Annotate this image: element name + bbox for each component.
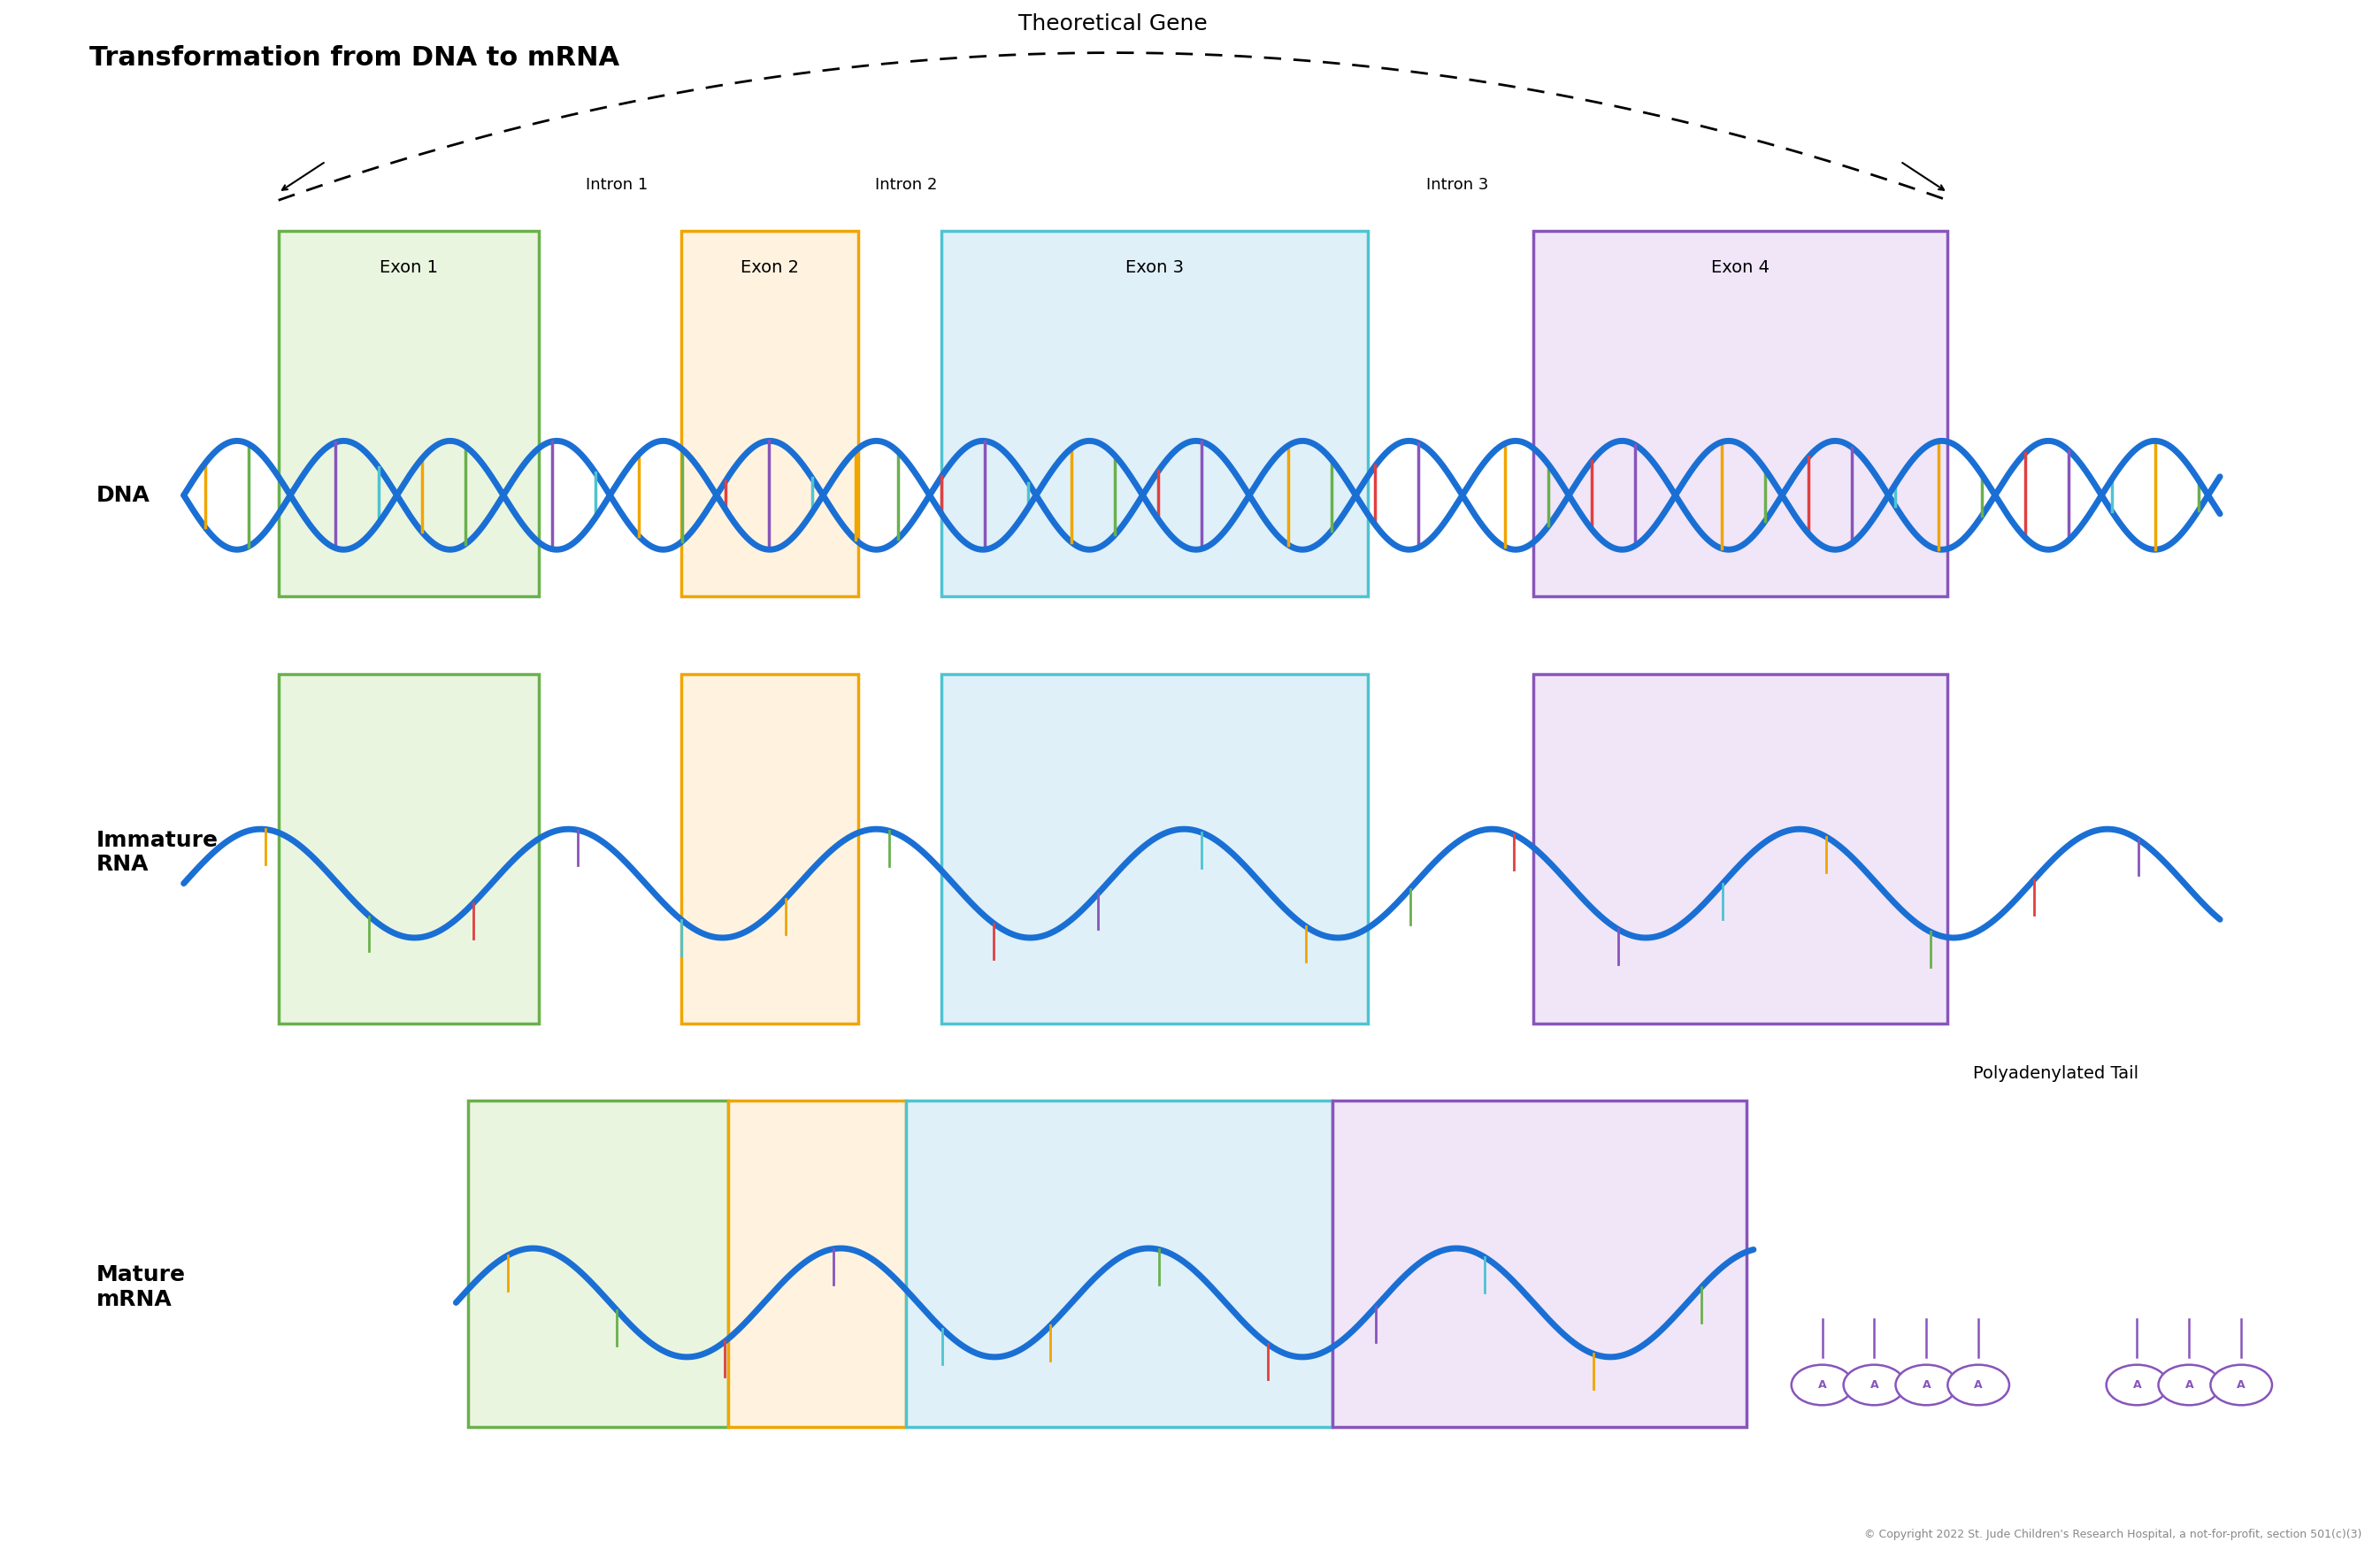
Text: Exon 3: Exon 3 (1126, 260, 1183, 275)
FancyBboxPatch shape (278, 675, 538, 1024)
Text: A: A (2132, 1379, 2142, 1391)
FancyBboxPatch shape (278, 232, 538, 596)
Text: Theoretical Gene: Theoretical Gene (1019, 13, 1207, 34)
Text: A: A (1871, 1379, 1878, 1391)
Circle shape (1792, 1365, 1854, 1405)
Circle shape (1844, 1365, 1904, 1405)
FancyBboxPatch shape (728, 1100, 907, 1427)
Circle shape (1947, 1365, 2009, 1405)
Text: Intron 2: Intron 2 (876, 177, 938, 192)
FancyBboxPatch shape (942, 675, 1368, 1024)
FancyBboxPatch shape (942, 232, 1368, 596)
Text: DNA: DNA (95, 485, 150, 505)
Text: Exon 1: Exon 1 (378, 260, 438, 275)
Text: Intron 3: Intron 3 (1426, 177, 1488, 192)
Text: A: A (2185, 1379, 2194, 1391)
Text: © Copyright 2022 St. Jude Children's Research Hospital, a not-for-profit, sectio: © Copyright 2022 St. Jude Children's Res… (1864, 1529, 2361, 1540)
Text: Exon 2: Exon 2 (740, 260, 800, 275)
Text: A: A (1818, 1379, 1825, 1391)
Text: Polyadenylated Tail: Polyadenylated Tail (1973, 1066, 2137, 1081)
Text: Transformation from DNA to mRNA: Transformation from DNA to mRNA (88, 45, 619, 70)
Text: A: A (1973, 1379, 1983, 1391)
Circle shape (2106, 1365, 2168, 1405)
FancyBboxPatch shape (1533, 675, 1947, 1024)
Text: Intron 1: Intron 1 (585, 177, 647, 192)
FancyBboxPatch shape (1533, 232, 1947, 596)
Text: Exon 4: Exon 4 (1711, 260, 1771, 275)
Circle shape (1894, 1365, 1956, 1405)
Circle shape (2159, 1365, 2221, 1405)
Text: A: A (1923, 1379, 1930, 1391)
FancyBboxPatch shape (469, 1100, 728, 1427)
Text: Immature
RNA: Immature RNA (95, 829, 219, 875)
FancyBboxPatch shape (907, 1100, 1333, 1427)
FancyBboxPatch shape (1333, 1100, 1747, 1427)
Text: Mature
mRNA: Mature mRNA (95, 1265, 186, 1310)
Text: A: A (2237, 1379, 2244, 1391)
FancyBboxPatch shape (681, 675, 859, 1024)
Circle shape (2211, 1365, 2273, 1405)
FancyBboxPatch shape (681, 232, 859, 596)
